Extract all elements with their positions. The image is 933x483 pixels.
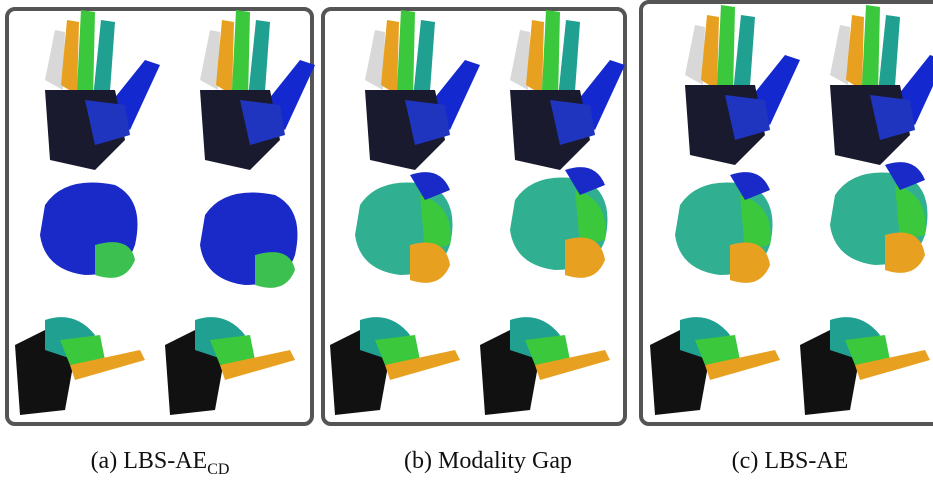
caption-label: (a) LBS-AE	[91, 448, 208, 474]
caption: (a) LBS-AECD	[91, 448, 230, 479]
caption: (b) Modality Gap	[404, 448, 572, 475]
hand-meshes	[15, 5, 933, 415]
figure-art	[0, 0, 933, 483]
caption: (c) LBS-AE	[732, 448, 849, 475]
figure: (a) LBS-AECD (b) Modality Gap (c) LBS-AE	[0, 0, 933, 483]
caption-subscript: CD	[207, 461, 229, 478]
caption-label: (b) Modality Gap	[404, 448, 572, 474]
caption-label: (c) LBS-AE	[732, 448, 849, 474]
